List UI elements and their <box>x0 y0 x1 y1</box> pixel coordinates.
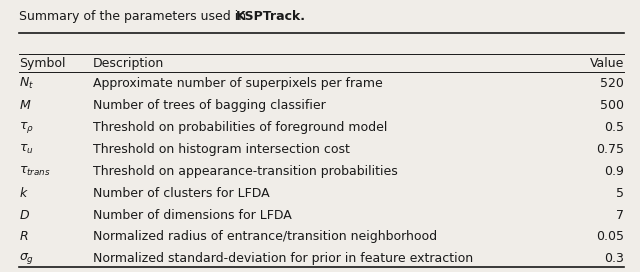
Text: 520: 520 <box>600 77 624 90</box>
Text: Threshold on appearance-transition probabilities: Threshold on appearance-transition proba… <box>93 165 397 178</box>
Text: KSPTrack.: KSPTrack. <box>236 10 305 23</box>
Text: $k$: $k$ <box>19 186 29 200</box>
Text: Normalized standard-deviation for prior in feature extraction: Normalized standard-deviation for prior … <box>93 252 473 265</box>
Text: Threshold on histogram intersection cost: Threshold on histogram intersection cost <box>93 143 349 156</box>
Text: $N_t$: $N_t$ <box>19 76 35 91</box>
Text: Symbol: Symbol <box>19 57 66 70</box>
Text: $\tau_u$: $\tau_u$ <box>19 143 34 156</box>
Text: Summary of the parameters used in: Summary of the parameters used in <box>19 10 250 23</box>
Text: $D$: $D$ <box>19 209 30 221</box>
Text: $\tau_{\mathit{trans}}$: $\tau_{\mathit{trans}}$ <box>19 165 51 178</box>
Text: Number of clusters for LFDA: Number of clusters for LFDA <box>93 187 269 200</box>
Text: $R$: $R$ <box>19 230 29 243</box>
Text: 0.05: 0.05 <box>596 230 624 243</box>
Text: 500: 500 <box>600 99 624 112</box>
Text: Value: Value <box>589 57 624 70</box>
Text: $\tau_{\rho}$: $\tau_{\rho}$ <box>19 120 34 135</box>
Text: $M$: $M$ <box>19 99 31 112</box>
Text: Approximate number of superpixels per frame: Approximate number of superpixels per fr… <box>93 77 383 90</box>
Text: Number of dimensions for LFDA: Number of dimensions for LFDA <box>93 209 292 221</box>
Text: 5: 5 <box>616 187 624 200</box>
Text: $\sigma_g$: $\sigma_g$ <box>19 251 35 266</box>
Text: 0.3: 0.3 <box>604 252 624 265</box>
Text: Normalized radius of entrance/transition neighborhood: Normalized radius of entrance/transition… <box>93 230 437 243</box>
Text: 0.5: 0.5 <box>604 121 624 134</box>
Text: 7: 7 <box>616 209 624 221</box>
Text: Description: Description <box>93 57 164 70</box>
Text: 0.75: 0.75 <box>596 143 624 156</box>
Text: Number of trees of bagging classifier: Number of trees of bagging classifier <box>93 99 326 112</box>
Text: Threshold on probabilities of foreground model: Threshold on probabilities of foreground… <box>93 121 387 134</box>
Text: 0.9: 0.9 <box>604 165 624 178</box>
